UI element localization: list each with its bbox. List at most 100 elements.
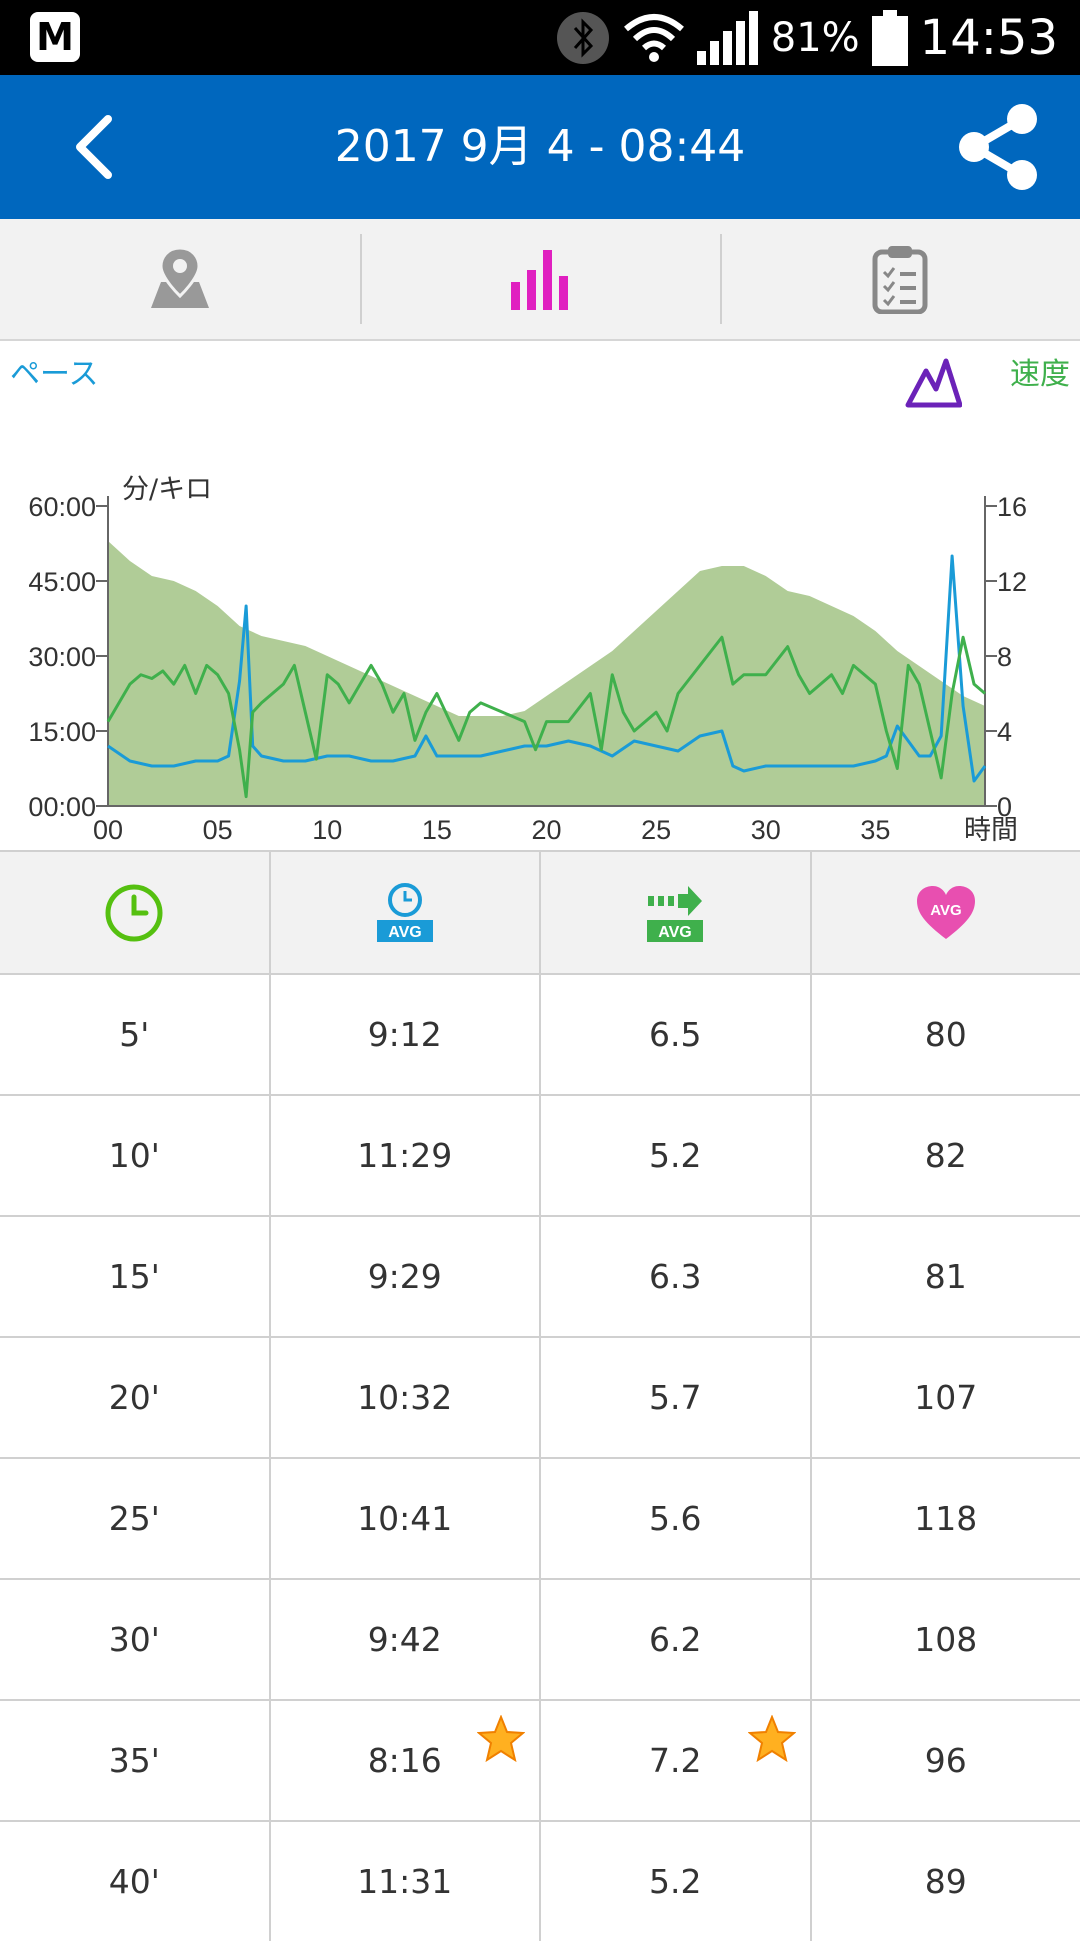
cell-avg-heart-rate-value: 96 <box>925 1741 967 1780</box>
x-tick-label: 05 <box>203 815 233 845</box>
avg-speed-icon: AVG <box>644 882 706 944</box>
cell-avg-pace-value: 9:12 <box>368 1015 442 1054</box>
cell-time-value: 5' <box>119 1015 149 1054</box>
elevation-toggle-icon[interactable] <box>904 353 962 411</box>
cell-time-value: 20' <box>109 1378 160 1417</box>
app-bar: 2017 9月 4 - 08:44 <box>0 75 1080 219</box>
svg-text:AVG: AVG <box>388 924 421 941</box>
x-tick-label: 25 <box>641 815 671 845</box>
y-right-tick-label: 12 <box>997 567 1027 597</box>
cell-time-value: 30' <box>109 1620 160 1659</box>
x-tick-label: 15 <box>422 815 452 845</box>
bluetooth-icon <box>555 10 611 66</box>
cell-avg-speed: 5.2 <box>539 1096 810 1215</box>
cell-avg-speed: 5.6 <box>539 1459 810 1578</box>
cell-time-value: 25' <box>109 1499 160 1538</box>
cell-avg-heart-rate: 89 <box>810 1822 1080 1941</box>
cell-avg-heart-rate: 81 <box>810 1217 1080 1336</box>
cell-avg-speed-value: 5.7 <box>649 1378 701 1417</box>
header-avg-pace: AVG <box>269 852 540 973</box>
cell-avg-speed: 6.3 <box>539 1217 810 1336</box>
cell-avg-pace-value: 8:16 <box>368 1741 442 1780</box>
cell-avg-pace-value: 10:32 <box>357 1378 452 1417</box>
clipboard-icon <box>872 244 928 314</box>
cell-avg-speed-value: 5.2 <box>649 1136 701 1175</box>
cell-avg-pace: 9:29 <box>269 1217 540 1336</box>
battery-icon <box>872 10 908 66</box>
cell-avg-pace: 11:31 <box>269 1822 540 1941</box>
speed-legend-label: 速度 <box>1010 349 1070 393</box>
cell-avg-heart-rate: 118 <box>810 1459 1080 1578</box>
cell-time: 10' <box>0 1096 269 1215</box>
y-right-tick-label: 8 <box>997 642 1012 672</box>
header-avg-speed: AVG <box>539 852 810 973</box>
cell-avg-heart-rate: 108 <box>810 1580 1080 1699</box>
x-axis-label: 時間 <box>964 815 1018 846</box>
y-left-unit-label: 分/キロ <box>122 474 212 505</box>
cell-avg-heart-rate: 80 <box>810 975 1080 1094</box>
cell-avg-heart-rate-value: 80 <box>925 1015 967 1054</box>
cell-avg-heart-rate-value: 81 <box>925 1257 967 1296</box>
page-title: 2017 9月 4 - 08:44 <box>0 75 1080 219</box>
cell-avg-heart-rate: 96 <box>810 1701 1080 1820</box>
cell-avg-speed-value: 6.3 <box>649 1257 701 1296</box>
y-left-tick-label: 45:00 <box>28 567 96 597</box>
best-star-icon <box>477 1715 525 1763</box>
cell-avg-heart-rate-value: 118 <box>914 1499 977 1538</box>
table-row: 15' 9:29 6.3 81 <box>0 1215 1080 1336</box>
clock-icon <box>103 882 165 944</box>
cell-avg-speed-value: 5.6 <box>649 1499 701 1538</box>
cell-avg-speed: 7.2 <box>539 1701 810 1820</box>
cell-time: 40' <box>0 1822 269 1941</box>
tab-chart[interactable] <box>360 219 720 339</box>
cell-avg-heart-rate-value: 82 <box>925 1136 967 1175</box>
tab-map[interactable] <box>0 219 360 339</box>
best-star-icon <box>748 1715 796 1763</box>
cell-avg-speed-value: 7.2 <box>649 1741 701 1780</box>
svg-text:AVG: AVG <box>930 902 961 919</box>
y-left-tick-label: 60:00 <box>28 492 96 522</box>
table-row: 10' 11:29 5.2 82 <box>0 1094 1080 1215</box>
cell-avg-heart-rate-value: 107 <box>914 1378 977 1417</box>
app-notification-icon: M <box>30 12 80 62</box>
cell-avg-speed: 6.5 <box>539 975 810 1094</box>
cell-avg-pace-value: 9:42 <box>368 1620 442 1659</box>
cell-time: 15' <box>0 1217 269 1336</box>
y-left-tick-label: 15:00 <box>28 717 96 747</box>
table-row: 20' 10:32 5.7 107 <box>0 1336 1080 1457</box>
cell-avg-heart-rate-value: 89 <box>925 1862 967 1901</box>
share-icon[interactable] <box>952 101 1044 193</box>
cell-avg-pace: 10:32 <box>269 1338 540 1457</box>
cell-avg-heart-rate-value: 108 <box>914 1620 977 1659</box>
y-right-tick-label: 4 <box>997 717 1012 747</box>
cell-avg-speed-value: 5.2 <box>649 1862 701 1901</box>
wifi-icon <box>623 13 685 63</box>
battery-percent: 81% <box>771 15 860 61</box>
cell-avg-pace-value: 9:29 <box>368 1257 442 1296</box>
x-tick-label: 20 <box>531 815 561 845</box>
cell-avg-heart-rate: 107 <box>810 1338 1080 1457</box>
cell-avg-pace-value: 11:29 <box>357 1136 452 1175</box>
cell-avg-speed: 5.2 <box>539 1822 810 1941</box>
header-time <box>0 852 269 973</box>
tab-summary[interactable] <box>720 219 1080 339</box>
cell-avg-speed-value: 6.5 <box>649 1015 701 1054</box>
cell-time-value: 15' <box>109 1257 160 1296</box>
table-row: 40'11:31 5.2 89 <box>0 1820 1080 1941</box>
table-row: 5' 9:12 6.5 80 <box>0 973 1080 1094</box>
y-right-tick-label: 16 <box>997 492 1027 522</box>
splits-table: AVG AVG AVG 5' 9:12 6.5 80 10' 11:29 5.2 82 15' 9… <box>0 850 1080 1941</box>
signal-icon <box>697 11 759 65</box>
view-tabs <box>0 219 1080 341</box>
x-tick-label: 00 <box>93 815 123 845</box>
header-avg-heart-rate: AVG <box>810 852 1080 973</box>
x-tick-label: 35 <box>860 815 890 845</box>
cell-avg-pace: 9:42 <box>269 1580 540 1699</box>
status-bar: M 81% 14:53 <box>0 0 1080 75</box>
svg-text:AVG: AVG <box>659 924 692 941</box>
